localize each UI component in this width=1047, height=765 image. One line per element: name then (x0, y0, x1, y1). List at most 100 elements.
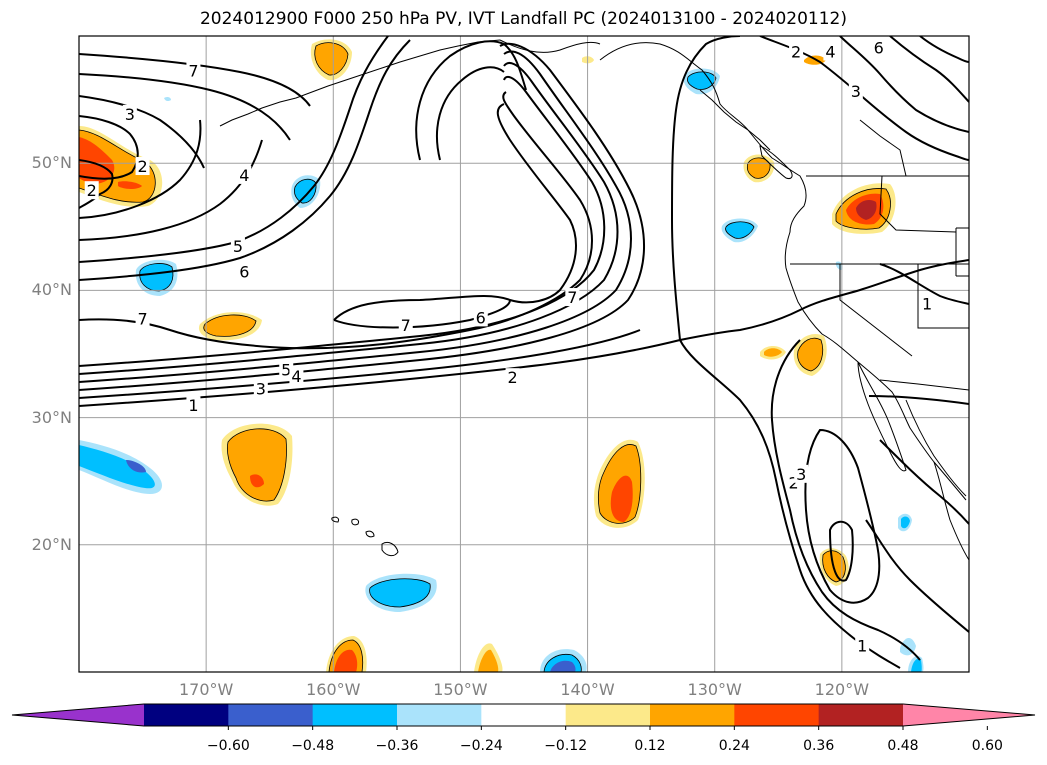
colorbar-segment (312, 704, 398, 726)
contour-label-background (855, 636, 870, 655)
pv-contour-line (889, 36, 969, 103)
anomaly-negative (901, 516, 910, 529)
anomaly-negative (126, 460, 146, 473)
pv-contour-line (879, 439, 969, 525)
pv-contour-line (79, 73, 291, 141)
longitude-label: 130°W (687, 680, 742, 699)
contour-label-background (122, 104, 137, 123)
latitude-label: 30°N (31, 407, 72, 427)
colorbar-segment (565, 704, 651, 726)
colorbar-segment (397, 704, 482, 726)
colorbar-tick-label: −0.36 (375, 738, 419, 754)
colorbar-tick-label: 0.60 (971, 738, 1003, 754)
colorbar-segment (144, 704, 229, 726)
pv-contour-line (79, 159, 114, 209)
longitude-label: 150°W (433, 680, 488, 699)
pv-contour-label: 2 (87, 181, 97, 200)
pv-contour-line (79, 119, 202, 219)
colorbar-segment (228, 704, 314, 726)
contour-label-background (505, 368, 520, 387)
hawaii-big-island (381, 541, 399, 557)
pv-contour-label: 6 (239, 263, 249, 282)
anomaly-negative (139, 263, 173, 291)
pv-contour-line (828, 520, 854, 582)
longitude-label: 120°W (814, 680, 870, 699)
hawaii-kauai (331, 516, 339, 523)
contour-label-background (84, 181, 99, 200)
pv-contour-line (79, 50, 632, 383)
contour-label-background (871, 38, 886, 57)
pv-contour-label: 4 (291, 367, 301, 386)
anomaly-negative (687, 71, 716, 90)
pv-contour-line (79, 42, 646, 391)
pv-contour-label: 3 (125, 105, 135, 124)
pv-contour-line (79, 95, 205, 169)
contour-label-background (289, 366, 304, 385)
pv-contour-line (436, 66, 505, 161)
anomaly-negative (164, 96, 171, 102)
anomaly-positive (227, 428, 287, 502)
anomaly-negative (294, 179, 317, 204)
colorbar-extend-max (903, 704, 1035, 726)
pv-contour-label: 4 (825, 43, 835, 62)
map-frame (78, 35, 970, 673)
state-border (879, 379, 969, 391)
pv-contour-label: 2 (137, 157, 147, 176)
pv-contours (79, 36, 969, 669)
pv-contour-line (333, 103, 577, 321)
pv-contour-label: 6 (476, 308, 486, 327)
colorbar-tick-label: 0.24 (718, 738, 750, 754)
pv-contour-label: 7 (401, 316, 411, 335)
state-border (839, 264, 913, 357)
colorbar-outline (11, 703, 1036, 727)
contour-label-background (823, 42, 838, 61)
pv-contour-label: 5 (233, 237, 243, 256)
longitude-label: 160°W (306, 680, 361, 699)
pv-contour-label: 3 (851, 82, 861, 101)
baja-coastline (857, 361, 907, 472)
pv-contour-line (79, 329, 641, 399)
pv-contour-line (879, 263, 969, 305)
contour-label-background (473, 308, 488, 327)
longitude-label: 170°W (178, 680, 234, 699)
vancouver-island (759, 145, 793, 179)
state-border (879, 175, 957, 233)
colorbar (11, 703, 1036, 730)
anomaly-positive (856, 200, 877, 220)
colorbar-extend-min (12, 704, 144, 726)
colorbar-tick-label: −0.48 (291, 738, 335, 754)
pv-contour-line (79, 53, 311, 107)
contour-label-background (237, 165, 252, 184)
graticule (79, 36, 969, 672)
pv-contour-line (333, 299, 511, 329)
contour-label-background (565, 288, 580, 307)
contour-label-background (135, 309, 150, 328)
anomaly-negative (79, 445, 155, 489)
mexico-coastline (933, 461, 969, 561)
anomaly-negative (911, 658, 922, 672)
contour-label-background (230, 237, 245, 256)
pv-contour-line (79, 139, 263, 241)
contour-label-background (135, 157, 150, 176)
pv-contour-line (919, 36, 969, 63)
pv-contour-line (759, 36, 969, 161)
coastlines (219, 39, 969, 561)
colorbar-tick-label: −0.12 (544, 738, 588, 754)
colorbar-tick-label: 0.48 (887, 738, 919, 754)
pv-contour-label: 7 (188, 62, 198, 81)
pv-contour-line (770, 339, 921, 661)
hawaii-oahu (351, 518, 359, 526)
anomaly-positive (610, 475, 633, 522)
pv-contour-line (79, 75, 606, 367)
anomaly-positive (478, 649, 499, 672)
colorbar-segment (818, 704, 904, 726)
pv-contour-line (670, 36, 741, 341)
pv-contour-label: 6 (874, 39, 884, 58)
colorbar-segment (734, 704, 820, 726)
pv-contour-line (79, 115, 139, 180)
inside-passage (699, 89, 771, 151)
pv-contour-label: 4 (239, 166, 249, 185)
contour-label-background (794, 464, 809, 483)
colorbar-tick-label: −0.24 (459, 738, 503, 754)
